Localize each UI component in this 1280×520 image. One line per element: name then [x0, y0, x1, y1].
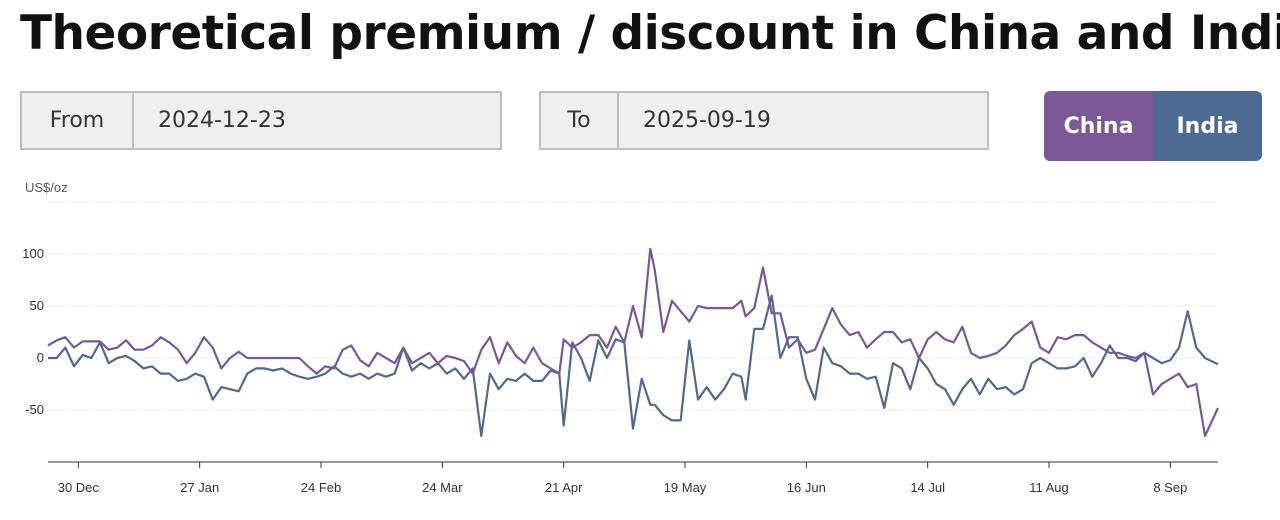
from-date-input[interactable]: 2024-12-23: [158, 108, 286, 133]
x-tick-label: 21 Apr: [545, 480, 583, 495]
to-date-field[interactable]: To 2025-09-19: [539, 91, 989, 150]
from-date-field[interactable]: From 2024-12-23: [20, 91, 502, 150]
x-tick-label: 30 Dec: [58, 480, 100, 495]
china-toggle-button[interactable]: China: [1044, 91, 1153, 161]
y-tick-label: 100: [22, 246, 44, 261]
x-tick-label: 8 Sep: [1153, 480, 1187, 495]
india-toggle-button[interactable]: India: [1153, 91, 1262, 161]
page-title: Theoretical premium / discount in China …: [20, 6, 1280, 61]
series-line-china: [47, 247, 1219, 438]
to-date-input[interactable]: 2025-09-19: [643, 108, 771, 133]
y-tick-label: 50: [30, 298, 44, 313]
x-tick-label: 27 Jan: [180, 480, 219, 495]
series-line-india: [48, 294, 1219, 438]
y-tick-label: -50: [25, 402, 44, 417]
country-toggle: China India: [1044, 91, 1262, 161]
gridlines: -50 0 50 100: [22, 201, 1218, 417]
series-lines: [47, 247, 1219, 438]
to-label: To: [541, 93, 619, 148]
y-tick-label: 0: [37, 350, 44, 365]
x-tick-label: 24 Feb: [301, 480, 341, 495]
y-axis-label: US$/oz: [25, 180, 68, 195]
x-tick-label: 16 Jun: [787, 480, 826, 495]
x-tick-label: 24 Mar: [422, 480, 463, 495]
x-axis: 30 Dec 27 Jan 24 Feb 24 Mar 21 Apr 19 May 16 J…: [48, 461, 1218, 495]
x-tick-label: 19 May: [664, 480, 707, 495]
x-tick-label: 11 Aug: [1029, 480, 1069, 495]
x-tick-label: 14 Jul: [910, 480, 945, 495]
from-label: From: [22, 93, 134, 148]
